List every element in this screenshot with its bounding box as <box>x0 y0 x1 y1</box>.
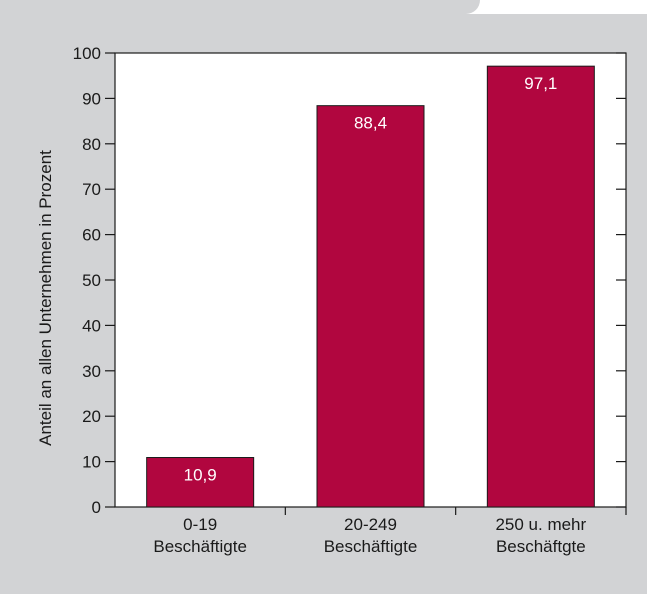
x-category-label: 0-19 <box>183 515 217 534</box>
y-tick-label: 80 <box>82 135 101 154</box>
y-tick-label: 0 <box>92 498 101 517</box>
y-tick-label: 20 <box>82 407 101 426</box>
bar-value-label: 88,4 <box>354 114 387 133</box>
bar-1 <box>316 105 425 508</box>
y-tick-label: 90 <box>82 89 101 108</box>
x-category-label: Beschäftigte <box>153 537 247 556</box>
top-strip <box>0 0 647 14</box>
bar-value-label: 97,1 <box>524 74 557 93</box>
y-axis-label: Anteil an allen Unternehmen in Prozent <box>36 150 55 446</box>
top-strip-shape <box>0 0 480 14</box>
bar-0 <box>146 457 255 508</box>
x-category-label: 250 u. mehr <box>495 515 586 534</box>
y-tick-label: 60 <box>82 226 101 245</box>
y-tick-label: 40 <box>82 316 101 335</box>
y-tick-label: 100 <box>73 44 101 63</box>
x-category-label: 20-249 <box>344 515 397 534</box>
y-tick-label: 10 <box>82 453 101 472</box>
x-category-label: Beschäftigte <box>324 537 418 556</box>
y-tick-label: 50 <box>82 271 101 290</box>
y-tick-label: 70 <box>82 180 101 199</box>
y-tick-label: 30 <box>82 362 101 381</box>
x-category-label: Beschäftgte <box>496 537 586 556</box>
bar-value-label: 10,9 <box>184 466 217 485</box>
bar-2 <box>486 65 595 508</box>
